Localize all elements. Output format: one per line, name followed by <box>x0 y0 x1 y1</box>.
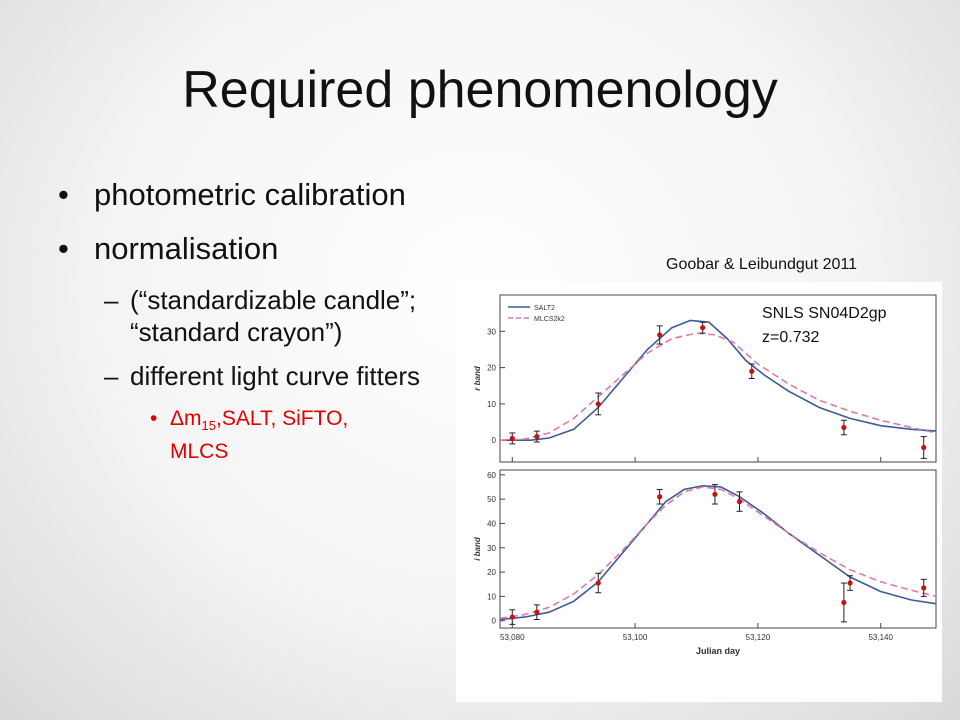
sn-redshift: z=0.732 <box>762 329 820 346</box>
subsub-bullet-item: • Δm15,SALT, SiFTO, MLCS <box>150 406 478 465</box>
x-tick-label: 53,100 <box>623 633 648 642</box>
plot-frame-bottom <box>499 469 937 629</box>
subbullet-text: different light curve fitters <box>130 361 420 391</box>
y-tick-label: 30 <box>487 327 496 336</box>
y-tick-label: 50 <box>487 495 496 504</box>
y-tick-label: 0 <box>492 617 497 626</box>
y-axis-label: i band <box>473 536 482 561</box>
data-point <box>847 580 853 586</box>
series-line-salt2 <box>500 319 937 441</box>
x-tick-label: 53,080 <box>500 633 525 642</box>
delta-symbol: Δm <box>170 407 202 430</box>
light-curve-chart: 0 10 20 30 r band SALT2 MLCS2k2 0 10 20 30 40 50 60 53… <box>473 294 937 656</box>
y-tick-label: 10 <box>487 592 496 601</box>
y-tick-label: 20 <box>487 568 496 577</box>
y-tick-label: 10 <box>487 400 496 409</box>
delta-subscript: 15 <box>201 418 216 434</box>
y-tick-label: 30 <box>487 544 496 553</box>
data-point <box>921 585 927 591</box>
bullet-list: • photometric calibration • normalisatio… <box>58 176 478 465</box>
data-point <box>841 599 847 606</box>
data-point <box>736 499 743 505</box>
legend-label: SALT2 <box>534 305 555 312</box>
x-tick-label: 53,120 <box>746 633 771 642</box>
plot-frame-top <box>499 294 937 463</box>
figure-source: Goobar & Leibundgut 2011 <box>666 256 857 273</box>
dash-icon: – <box>104 285 119 315</box>
y-axis-label: r band <box>473 365 482 391</box>
data-point <box>700 325 706 331</box>
data-point <box>595 580 601 586</box>
bullet-dot-icon: • <box>58 177 69 212</box>
subbullet-text: (“standardizable candle”; “standard cray… <box>130 285 417 347</box>
y-tick-label: 0 <box>492 436 497 445</box>
bullet-text: photometric calibration <box>94 177 406 212</box>
bullet-item: • normalisation <box>58 230 478 268</box>
bullet-item: • photometric calibration <box>58 176 478 214</box>
data-point <box>534 433 540 440</box>
series-line-mlcs2k2 <box>499 486 937 620</box>
fitters-list: Δm15,SALT, SiFTO, MLCS <box>170 406 380 465</box>
data-point <box>595 401 601 407</box>
sn-annotation: SNLS SN04D2gp z=0.732 <box>762 302 887 350</box>
subbullet-item: – different light curve fitters <box>104 360 464 392</box>
data-point <box>921 444 927 451</box>
data-point <box>534 609 540 615</box>
series-line-mlcs2k2 <box>499 332 937 441</box>
sn-name: SNLS SN04D2gp <box>762 305 887 322</box>
dash-icon: – <box>104 361 119 391</box>
data-point <box>657 494 663 500</box>
data-point <box>712 491 718 497</box>
light-curve-figure: 0 10 20 30 r band SALT2 MLCS2k2 0 10 20 30 40 50 60 53… <box>456 282 942 702</box>
y-tick-label: 60 <box>487 471 496 480</box>
slide-title: Required phenomenology <box>182 61 778 119</box>
y-tick-label: 40 <box>487 519 496 528</box>
bullet-dot-icon: • <box>58 231 69 266</box>
y-tick-label: 20 <box>487 364 496 373</box>
bullet-dot-icon: • <box>150 407 158 430</box>
fitters-text: ,SALT, SiFTO, MLCS <box>170 407 349 464</box>
data-point <box>509 614 515 620</box>
data-point <box>509 435 515 442</box>
data-point <box>841 424 847 431</box>
data-point <box>749 368 755 374</box>
x-tick-label: 53,140 <box>868 633 893 642</box>
series-line-salt2 <box>499 484 937 621</box>
bullet-text: normalisation <box>94 231 279 266</box>
data-point <box>657 332 663 338</box>
legend-label: MLCS2k2 <box>534 316 565 323</box>
x-axis-label: Julian day <box>696 646 740 656</box>
subbullet-item: – (“standardizable candle”; “standard cr… <box>104 284 444 348</box>
